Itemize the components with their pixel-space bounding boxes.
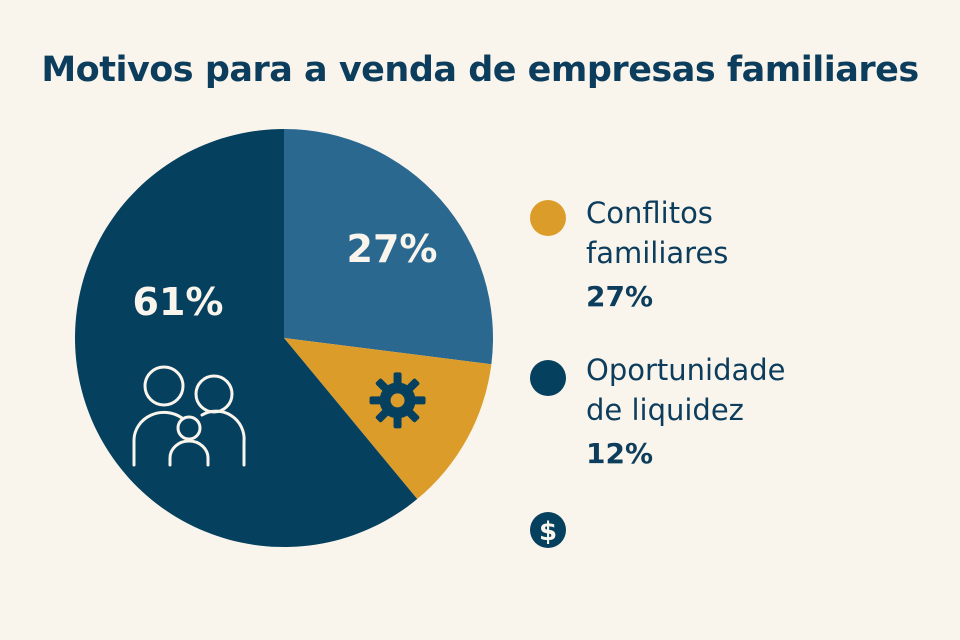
legend-label-line2: de liquidez [586,393,744,427]
legend-label-line1: Oportunidade [586,353,786,387]
dollar-icon [530,512,566,548]
pie-slice [284,129,493,365]
legend-label-line2: familiares [586,236,729,270]
legend-value: 12% [586,437,654,470]
legend-dot-gold [530,200,566,236]
gear-icon [369,372,426,429]
chart-title: Motivos para a venda de empresas familia… [41,50,919,90]
legend-item-conflitos: Conflitos familiares 27% [586,193,728,317]
legend-label-line1: Conflitos [586,196,713,230]
dollar-symbol: $ [539,517,557,547]
slice-label: 27% [347,227,438,271]
pie-slice [74,129,418,548]
legend-dot-navy [530,360,566,396]
family-icon [132,365,246,467]
pie-slice [284,338,492,500]
slice-label: 61% [133,280,224,324]
legend-item-liquidez: Oportunidade de liquidez 12% [586,350,786,474]
legend-value: 27% [586,280,654,313]
